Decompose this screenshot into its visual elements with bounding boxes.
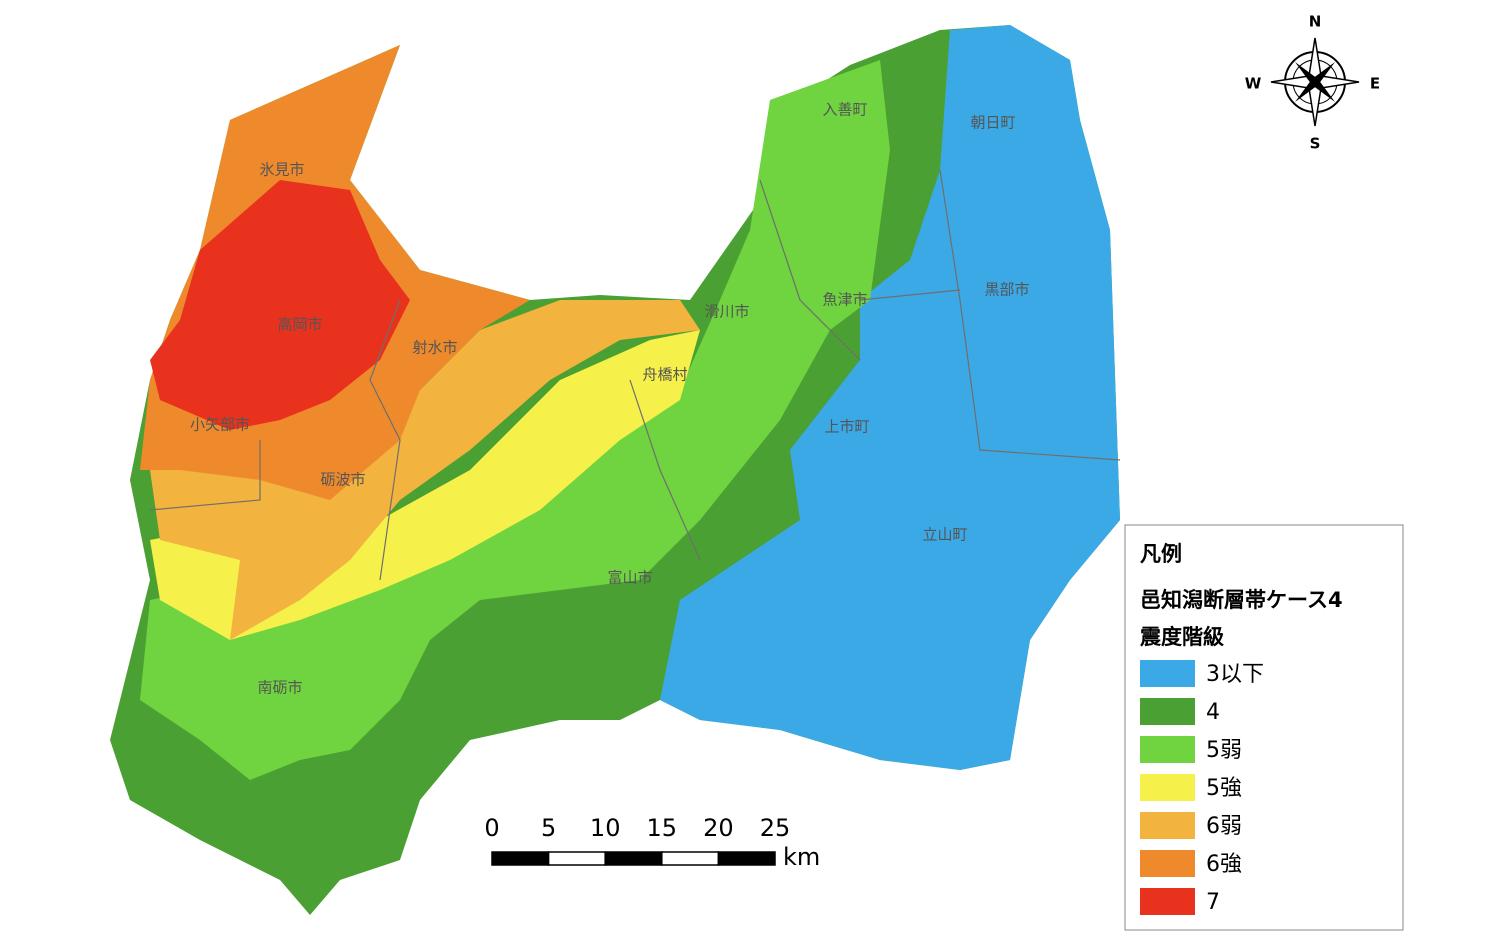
place-label: 富山市: [607, 569, 652, 587]
compass-east: E: [1370, 75, 1380, 93]
place-label: 砺波市: [320, 471, 365, 489]
place-label: 朝日町: [970, 114, 1015, 132]
scale-tick-label: 0: [484, 814, 499, 842]
scale-unit: km: [783, 843, 820, 871]
compass-west: W: [1245, 75, 1262, 93]
scale-tick-label: 15: [647, 814, 678, 842]
legend-label: 6弱: [1206, 814, 1242, 839]
scale-tick-label: 20: [703, 814, 734, 842]
scale-segment: [547, 851, 606, 866]
zone-7: [150, 180, 410, 430]
legend-swatch: [1140, 774, 1195, 801]
scale-segment: [604, 851, 663, 866]
place-label: 射水市: [412, 339, 457, 357]
legend-label: 5弱: [1206, 738, 1242, 763]
legend-swatch: [1140, 698, 1195, 725]
place-label: 小矢部市: [190, 416, 250, 434]
scale-segment: [491, 851, 550, 866]
legend-swatch: [1140, 812, 1195, 839]
place-label: 舟橋村: [642, 366, 687, 384]
place-label: 魚津市: [822, 291, 867, 309]
zone-3: [660, 25, 1120, 770]
scale-segment: [661, 851, 720, 866]
legend-label: 7: [1206, 890, 1220, 915]
compass-south: S: [1310, 135, 1321, 153]
scale-tick-label: 10: [590, 814, 621, 842]
legend-label: 3以下: [1206, 662, 1264, 687]
zone-6-weak: [150, 300, 700, 640]
legend-subtitle: 邑知潟断層帯ケース4: [1140, 588, 1343, 612]
legend-heading: 震度階級: [1140, 625, 1224, 649]
municipal-border: [149, 169, 1121, 581]
compass-north: N: [1309, 13, 1322, 31]
place-label: 高岡市: [277, 316, 322, 334]
legend-title: 凡例: [1140, 542, 1182, 566]
place-label: 立山町: [922, 526, 967, 544]
legend-swatch: [1140, 736, 1195, 763]
compass: N S W E: [1245, 13, 1380, 153]
scale-tick-label: 25: [760, 814, 791, 842]
place-label: 上市町: [824, 418, 869, 436]
legend-label: 5強: [1206, 776, 1242, 801]
legend-label: 6強: [1206, 852, 1242, 877]
place-label: 黒部市: [984, 281, 1029, 299]
legend-label: 4: [1206, 700, 1220, 725]
place-label: 南砺市: [257, 679, 302, 697]
place-label: 入善町: [822, 101, 867, 119]
scale-segment: [717, 851, 776, 866]
place-label: 氷見市: [259, 161, 304, 179]
legend: 凡例 邑知潟断層帯ケース4 震度階級 3以下 4 5弱 5強 6弱 6強 7: [1124, 524, 1404, 931]
legend-swatch: [1140, 888, 1195, 915]
legend-swatch: [1140, 850, 1195, 877]
place-label: 滑川市: [704, 303, 749, 321]
legend-swatch: [1140, 660, 1195, 687]
scale-tick-label: 5: [541, 814, 556, 842]
